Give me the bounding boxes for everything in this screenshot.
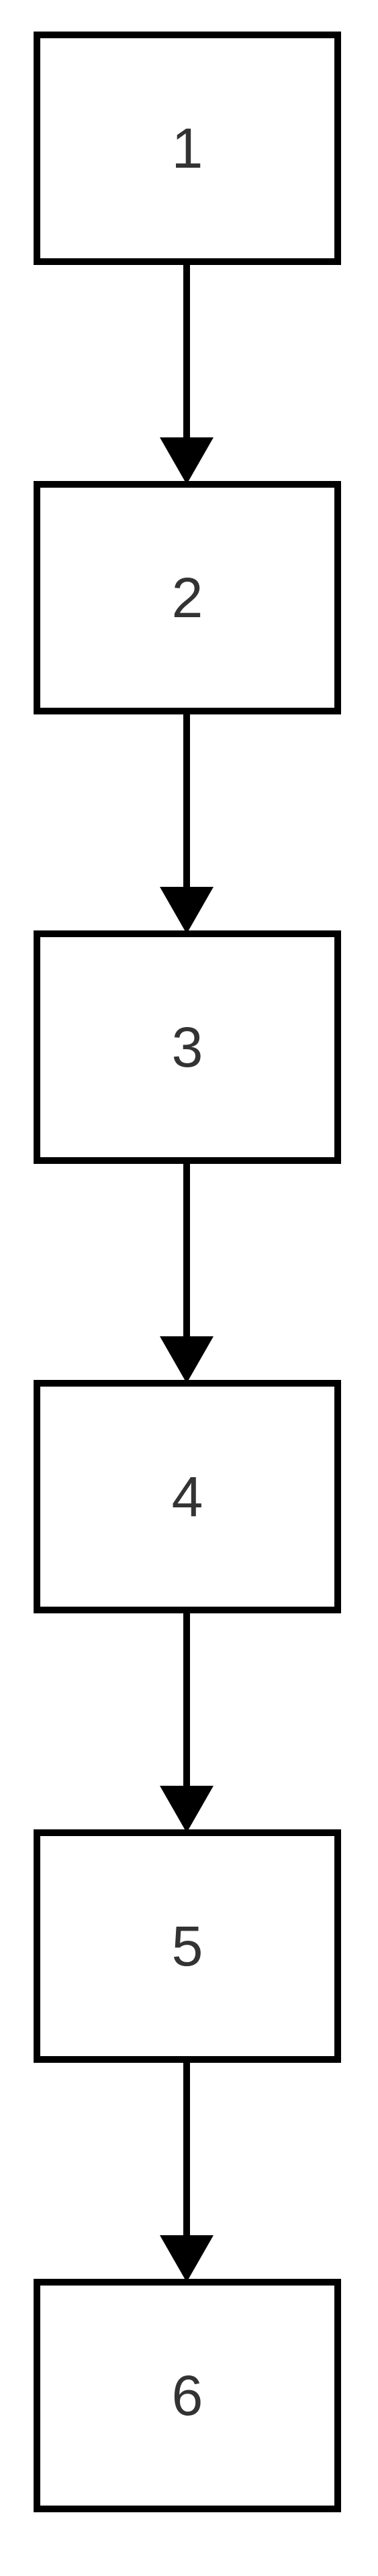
edge-n1-n2: [160, 263, 214, 484]
node-label: 6: [172, 2364, 203, 2427]
arrowhead-icon: [160, 887, 214, 934]
edge-n3-n4: [160, 1162, 214, 1383]
node-6: 6: [34, 2279, 341, 2512]
node-label: 1: [172, 117, 203, 180]
node-label: 2: [172, 566, 203, 629]
edge-n4-n5: [160, 1611, 214, 1833]
arrowhead-icon: [160, 1786, 214, 1833]
arrowhead-icon: [160, 1336, 214, 1383]
arrowhead-icon: [160, 2235, 214, 2282]
node-label: 4: [172, 1465, 203, 1528]
node-2: 2: [34, 481, 341, 714]
node-box: [34, 481, 341, 714]
edge-n5-n6: [160, 2061, 214, 2282]
edge-n2-n3: [160, 712, 214, 934]
node-box: [34, 2279, 341, 2512]
node-box: [34, 32, 341, 265]
node-4: 4: [34, 1380, 341, 1613]
node-box: [34, 930, 341, 1164]
node-box: [34, 1380, 341, 1613]
node-label: 3: [172, 1016, 203, 1079]
node-5: 5: [34, 1829, 341, 2063]
node-3: 3: [34, 930, 341, 1164]
node-label: 5: [172, 1915, 203, 1978]
node-box: [34, 1829, 341, 2063]
arrowhead-icon: [160, 437, 214, 484]
node-1: 1: [34, 32, 341, 265]
